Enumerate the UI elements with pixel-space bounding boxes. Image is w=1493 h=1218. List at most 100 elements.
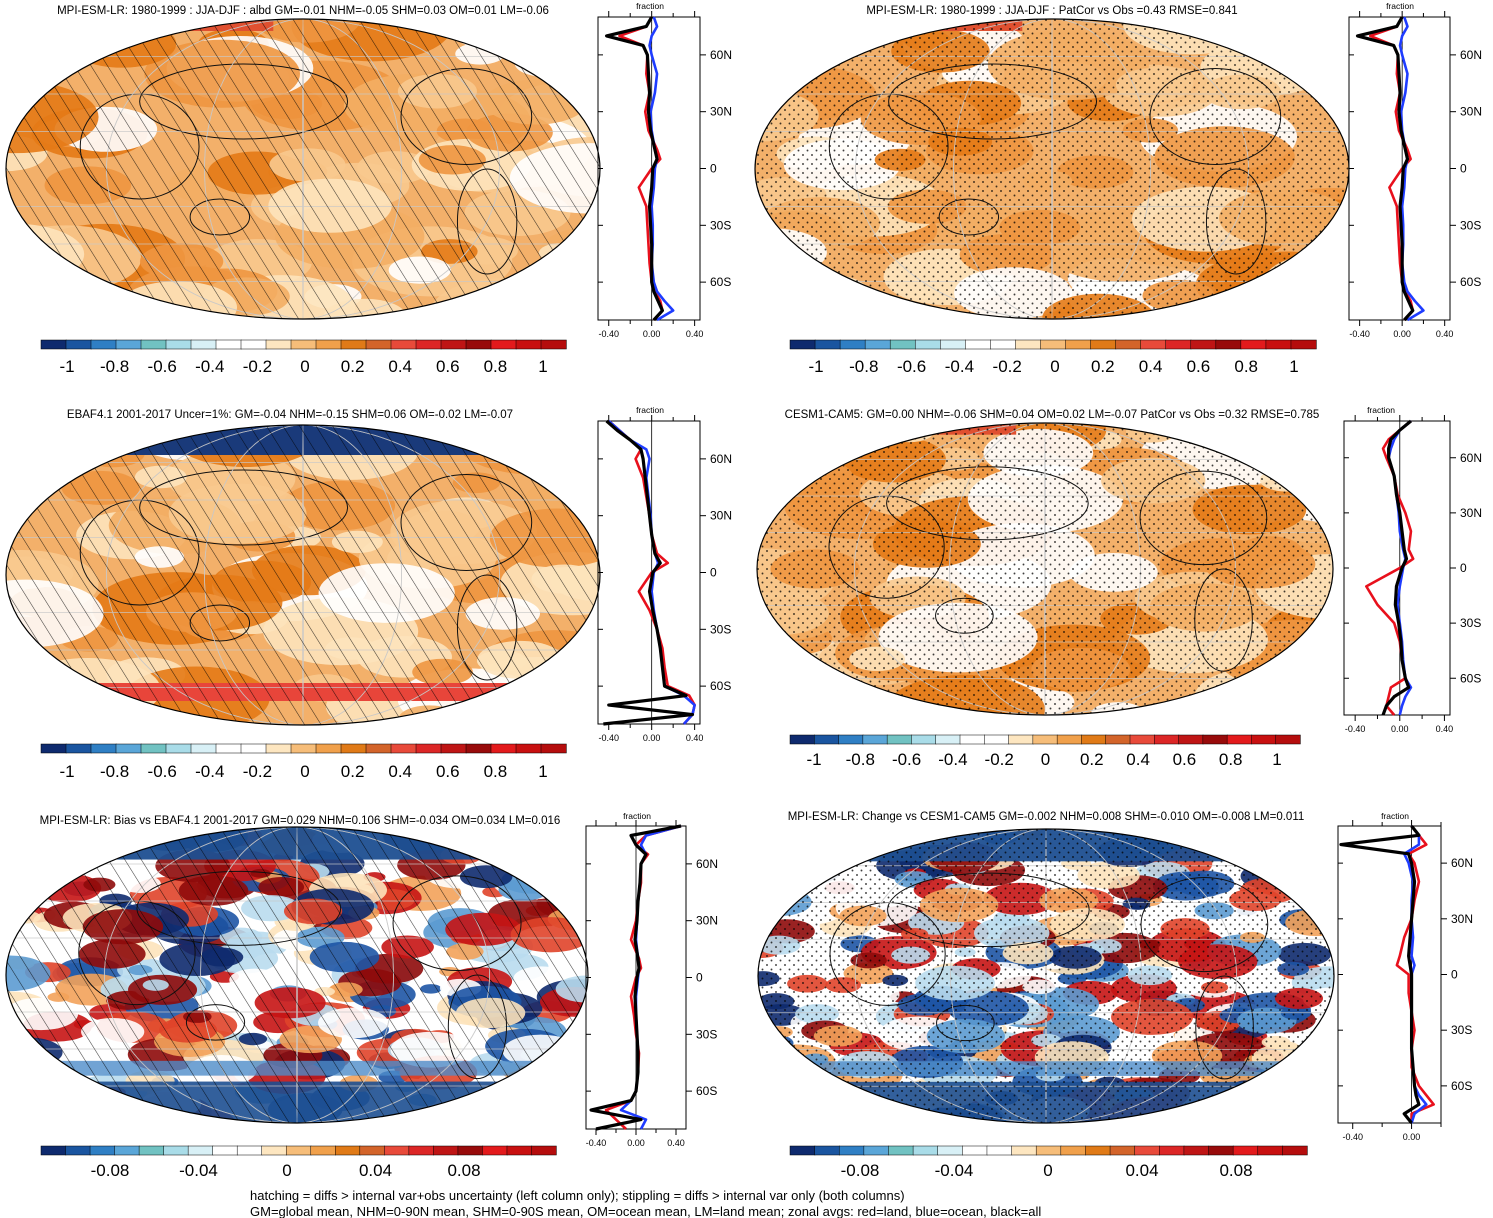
colorbar-label: 0.08 [1219, 1161, 1252, 1180]
colorbar-label: 0 [300, 357, 309, 376]
colorbar-swatch [1215, 339, 1242, 350]
colorbar-label: 0.2 [341, 762, 365, 781]
map-outline [5, 424, 601, 726]
zonal-axis-label: fraction [1367, 405, 1395, 415]
colorbar-label: 0.2 [1091, 357, 1115, 376]
colorbar-label: 1 [1289, 357, 1298, 376]
colorbar-swatch [990, 339, 1017, 350]
colorbar-swatch [937, 1145, 963, 1156]
map-field [6, 827, 588, 1123]
colorbar-swatch [1090, 339, 1117, 350]
map-field [758, 829, 1334, 1123]
map [5, 424, 601, 726]
lat-tick-label: 30N [710, 509, 732, 523]
colorbar-swatch [789, 1145, 816, 1156]
x-tick-label: -0.40 [598, 329, 619, 339]
colorbar-label: 0.8 [484, 357, 508, 376]
colorbar-swatch [163, 1145, 189, 1156]
x-tick-label: 0.40 [667, 1138, 685, 1148]
lat-tick-label: 60N [710, 48, 732, 62]
x-tick-label: 0.00 [1393, 329, 1411, 339]
colorbar-swatch [315, 743, 342, 754]
zonal-axis-label: fraction [1386, 1, 1414, 11]
colorbar-swatch [1015, 339, 1042, 350]
colorbar-swatch [415, 743, 442, 754]
zonal-all-line [1339, 825, 1421, 1124]
colorbar-swatch [862, 734, 888, 745]
lat-tick-label: 30S [1460, 616, 1481, 630]
map [757, 828, 1335, 1124]
zonal-axis-label: fraction [1381, 811, 1409, 821]
colorbar-swatch [310, 1145, 336, 1156]
lat-tick-label: 30S [710, 218, 731, 232]
colorbar-swatch [515, 743, 542, 754]
colorbar-swatch [863, 1145, 890, 1156]
colorbar-swatch [789, 339, 816, 350]
colorbar-swatch [165, 339, 192, 350]
colorbar-swatch [889, 339, 916, 350]
colorbar-swatch [1105, 734, 1131, 745]
map-outline [757, 828, 1335, 1124]
colorbar-label: -0.2 [985, 750, 1014, 769]
colorbar-label: -0.2 [993, 357, 1022, 376]
colorbar-label: 0 [1050, 357, 1059, 376]
lat-tick-label: 30S [696, 1027, 717, 1041]
panel-1: MPI-ESM-LR: 1980-1999 : JJA-DJF : albd G… [5, 1, 732, 376]
colorbar-label: 0.6 [1173, 750, 1197, 769]
colorbar-swatch [911, 734, 937, 745]
colorbar-swatch [1257, 1145, 1284, 1156]
colorbar-swatch [365, 339, 392, 350]
colorbar-label: 0 [1041, 750, 1050, 769]
zonal-mean-plot: fraction 60N 30N 0 30S 60S -0.40 0.00 0.40 [1343, 405, 1482, 734]
lat-tick-label: 60S [1451, 1079, 1472, 1093]
zonal-all-line [589, 824, 682, 1131]
colorbar-swatch [1032, 734, 1058, 745]
colorbar-swatch [215, 339, 242, 350]
lat-tick-label: 30N [1451, 912, 1473, 926]
colorbar-swatch [490, 339, 517, 350]
map-field [6, 425, 600, 725]
colorbar-swatch [814, 734, 840, 745]
colorbar-label: -0.4 [938, 750, 967, 769]
x-tick-label: 0.40 [686, 329, 704, 339]
colorbar-swatch [1056, 734, 1083, 745]
map [754, 18, 1350, 320]
colorbar-swatch [236, 1145, 263, 1156]
colorbar-swatch [290, 339, 317, 350]
colorbar-swatch [140, 743, 167, 754]
colorbar-swatch [440, 743, 467, 754]
zonal-all-line [603, 419, 695, 726]
colorbar-swatch [390, 339, 417, 350]
colorbar-swatch [315, 339, 342, 350]
lat-tick-label: 60N [1451, 856, 1473, 870]
colorbar-label: 0 [282, 1161, 291, 1180]
colorbar-label: 0.4 [1126, 750, 1150, 769]
colorbar-swatch [1008, 734, 1034, 745]
lat-tick-label: 0 [710, 566, 717, 580]
colorbar-swatch [190, 743, 217, 754]
panel-2: MPI-ESM-LR: 1980-1999 : JJA-DJF : PatCor… [754, 1, 1482, 376]
colorbar-label: -0.6 [148, 762, 177, 781]
colorbar-label: 0.2 [341, 357, 365, 376]
colorbar-swatch [1159, 1145, 1185, 1156]
lat-tick-label: 30N [1460, 105, 1482, 119]
colorbar-swatch [1115, 339, 1142, 350]
colorbar-swatch [986, 1145, 1013, 1156]
zonal-frame [1337, 825, 1442, 1124]
colorbar-swatch [814, 1145, 840, 1156]
lat-tick-label: 60S [1460, 671, 1481, 685]
colorbar-swatch [140, 339, 167, 350]
colorbar-label: 1 [1272, 750, 1281, 769]
colorbar: -1 -0.8 -0.6 -0.4 -0.2 0 0.2 0.4 0.6 0.8 1 [40, 743, 567, 781]
colorbar-swatch [240, 339, 267, 350]
colorbar-swatch [40, 1145, 67, 1156]
colorbar-swatch [914, 339, 941, 350]
colorbar-swatch [1129, 734, 1155, 745]
colorbar-label: 0 [300, 762, 309, 781]
footer-line-2: GM=global mean, NHM=0-90N mean, SHM=0-90… [250, 1204, 1041, 1218]
colorbar-swatch [935, 734, 961, 745]
colorbar-swatch [265, 743, 292, 754]
zonal-ocean-line [619, 824, 682, 1130]
x-tick-label: -0.40 [1342, 1132, 1363, 1142]
panel-6: MPI-ESM-LR: Change vs CESM1-CAM5 GM=-0.0… [757, 811, 1473, 1180]
